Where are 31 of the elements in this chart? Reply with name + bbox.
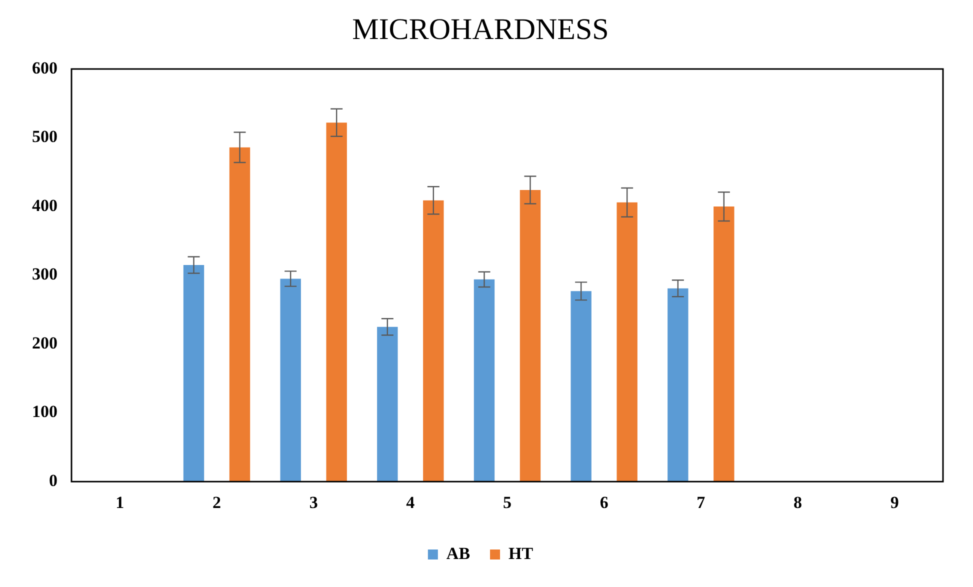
y-tick-label: 200	[32, 333, 58, 352]
x-tick-label: 6	[600, 493, 608, 512]
chart-title: MICROHARDNESS	[352, 12, 609, 46]
bar	[520, 190, 541, 482]
y-tick-label: 100	[32, 402, 58, 422]
y-tick-label: 400	[32, 196, 58, 215]
x-tick-label: 3	[309, 493, 318, 512]
bar	[616, 202, 638, 482]
bar	[377, 326, 398, 482]
x-tick-label: 8	[794, 493, 802, 512]
y-tick-label: 0	[49, 470, 58, 490]
bar	[423, 200, 444, 482]
legend-label: HT	[508, 544, 534, 563]
bar	[668, 288, 688, 482]
bar	[326, 122, 347, 482]
bar	[570, 291, 592, 482]
y-tick-label: 600	[32, 58, 58, 78]
x-tick-label: 7	[696, 493, 706, 512]
bar	[229, 147, 250, 482]
bar	[280, 278, 301, 482]
x-tick-label: 4	[406, 493, 416, 512]
y-tick-label: 500	[32, 127, 58, 146]
y-tick-label: 300	[32, 264, 58, 284]
x-tick-label: 5	[503, 493, 512, 512]
bar	[714, 206, 734, 482]
bar	[183, 264, 204, 482]
legend-label: AB	[446, 544, 470, 563]
x-tick-label: 1	[116, 493, 124, 512]
bar	[474, 279, 495, 482]
x-tick-label: 2	[212, 493, 221, 512]
x-tick-label: 9	[890, 493, 899, 512]
